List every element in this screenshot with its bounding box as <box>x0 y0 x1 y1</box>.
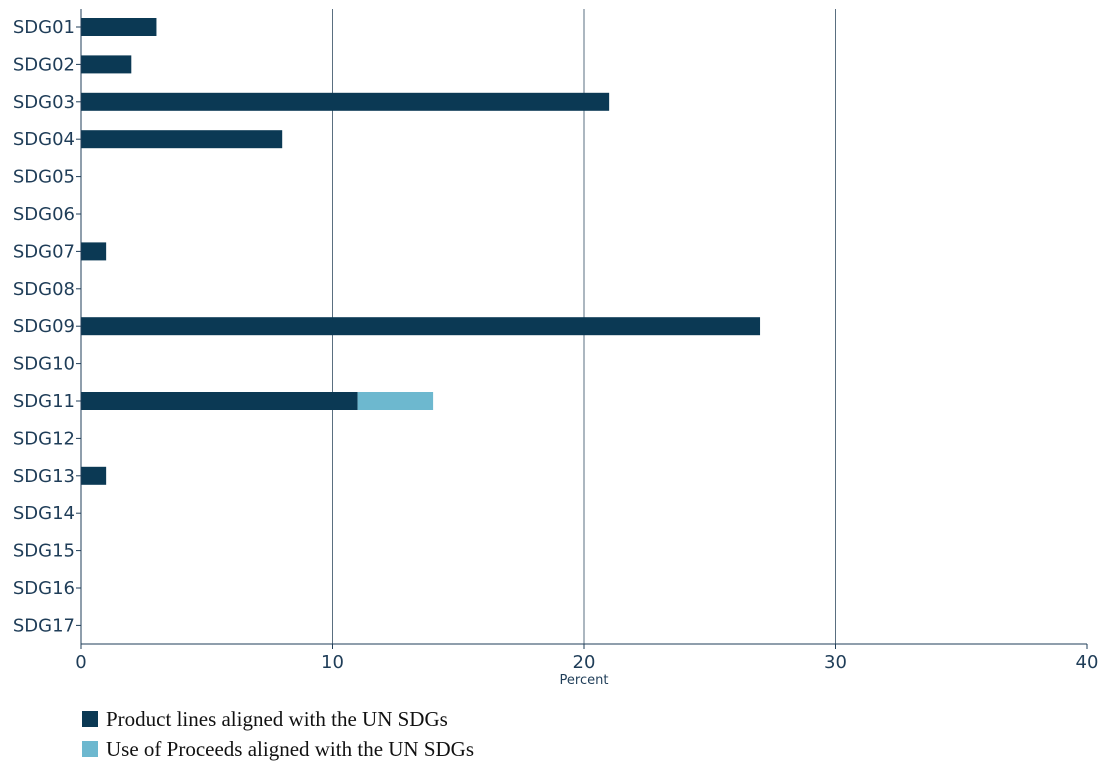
legend: Product lines aligned with the UN SDGs U… <box>82 704 474 764</box>
y-tick-label: SDG09 <box>13 316 75 337</box>
legend-item-use-of-proceeds: Use of Proceeds aligned with the UN SDGs <box>82 734 474 764</box>
bar-sdg09-series-1 <box>81 317 761 336</box>
bar-sdg13-series-1 <box>81 466 107 485</box>
bar-sdg11-series-2 <box>357 392 434 410</box>
legend-label-use-of-proceeds: Use of Proceeds aligned with the UN SDGs <box>106 736 475 761</box>
y-tick-label: SDG14 <box>13 503 75 524</box>
y-tick-label: SDG07 <box>13 241 75 262</box>
legend-label-product-lines: Product lines aligned with the UN SDGs <box>106 706 448 731</box>
y-tick-label: SDG10 <box>13 354 75 375</box>
y-tick-label: SDG08 <box>13 279 75 300</box>
x-axis: 0 10 20 30 40 <box>75 643 1099 673</box>
bar-sdg02-series-1 <box>81 55 132 74</box>
y-tick-label: SDG16 <box>13 578 75 599</box>
y-tick-label: SDG03 <box>13 92 75 113</box>
x-axis-title: Percent <box>560 673 609 688</box>
y-tick-label: SDG04 <box>13 129 75 150</box>
bar-sdg04-series-1 <box>81 130 283 149</box>
legend-swatch-product-lines <box>82 711 98 727</box>
legend-item-product-lines: Product lines aligned with the UN SDGs <box>82 704 474 734</box>
bar-sdg11-series-1 <box>81 392 358 410</box>
x-tick-label: 20 <box>573 652 596 673</box>
y-tick-label: SDG06 <box>13 204 75 225</box>
x-tick-label: 30 <box>824 652 847 673</box>
bars <box>81 18 761 485</box>
y-axis: SDG01 SDG02 SDG03 SDG04 SDG05 SDG06 SDG07 SDG08… <box>13 9 82 644</box>
y-tick-label: SDG01 <box>13 17 75 38</box>
sdg-bar-chart: SDG01 SDG02 SDG03 SDG04 SDG05 SDG06 SDG07 SDG08… <box>13 9 1099 688</box>
bar-sdg07-series-1 <box>81 242 107 261</box>
bar-sdg03-series-1 <box>81 92 610 111</box>
y-tick-label: SDG17 <box>13 615 75 636</box>
x-tick-label: 40 <box>1076 652 1099 673</box>
x-tick-label: 10 <box>321 652 344 673</box>
y-tick-label: SDG13 <box>13 466 75 487</box>
y-tick-label: SDG15 <box>13 541 75 562</box>
x-tick-label: 0 <box>75 652 86 673</box>
bar-sdg01-series-1 <box>81 18 157 36</box>
legend-swatch-use-of-proceeds <box>82 741 98 757</box>
y-tick-label: SDG02 <box>13 54 75 75</box>
y-tick-label: SDG12 <box>13 428 75 449</box>
y-tick-label: SDG11 <box>13 391 75 412</box>
y-tick-label: SDG05 <box>13 167 75 188</box>
